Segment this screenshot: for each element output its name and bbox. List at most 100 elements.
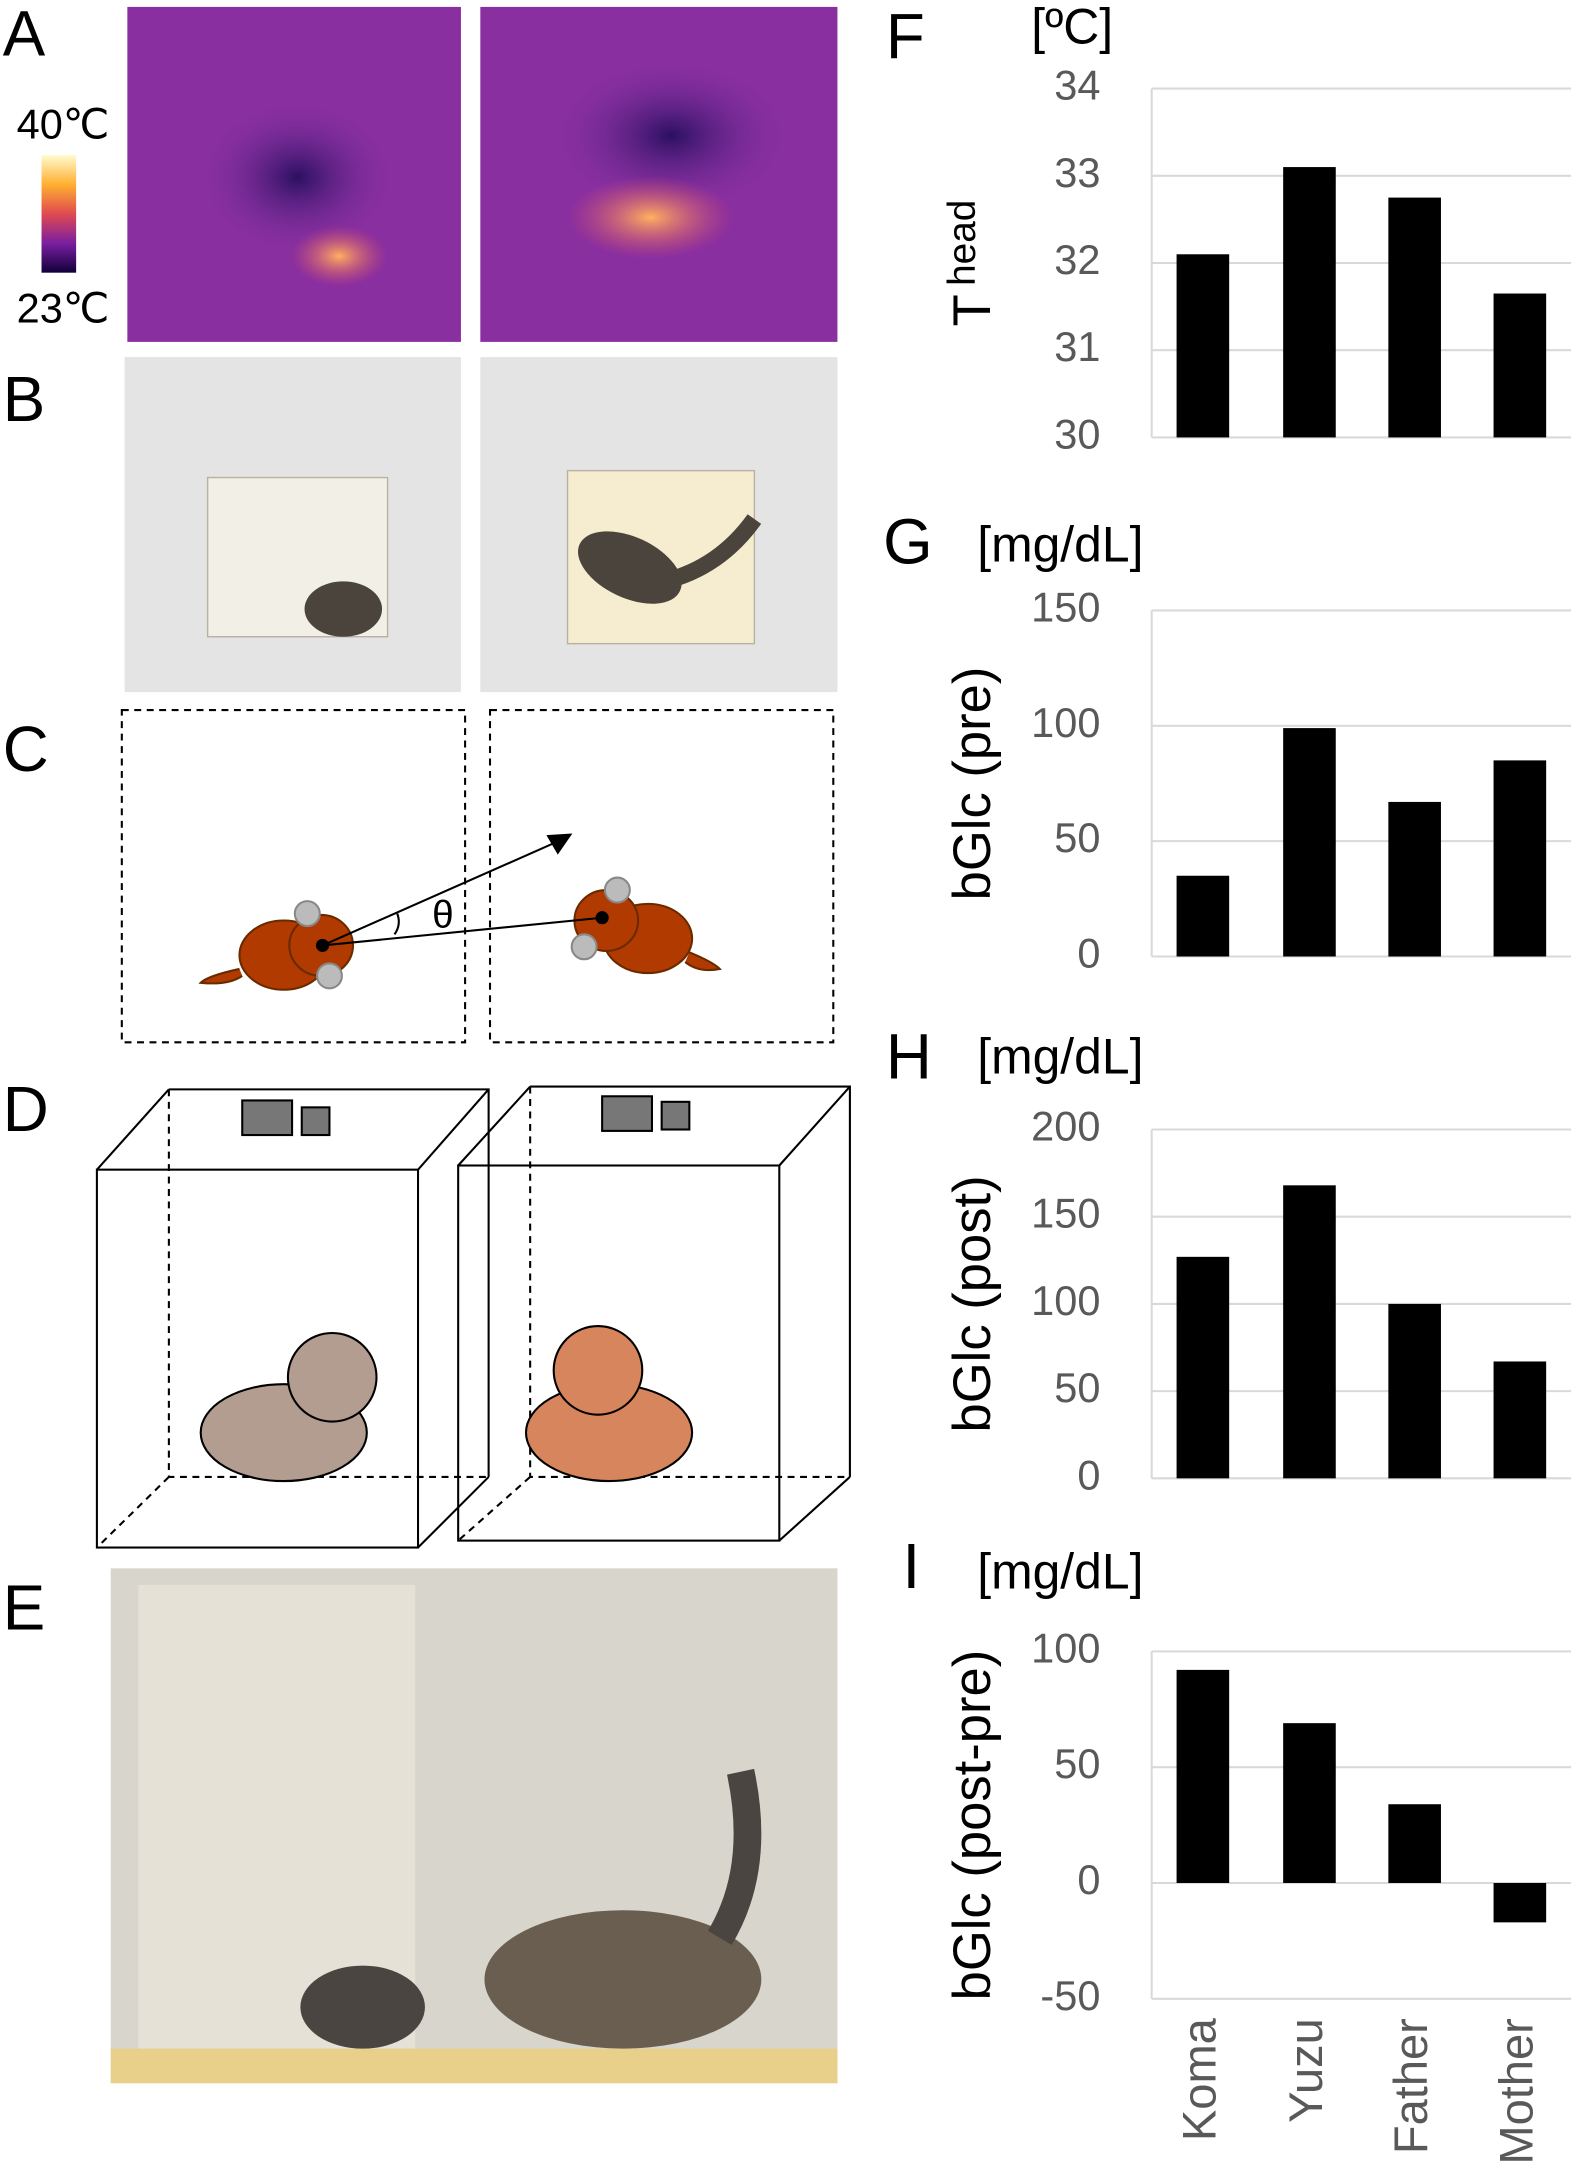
decoration — [96, 1088, 490, 1549]
y-tick-label: 50 — [1054, 1364, 1100, 1411]
decoration — [315, 962, 343, 990]
decoration — [300, 1965, 425, 2049]
y-tick-label: 150 — [1031, 1190, 1100, 1237]
y-tick-label: 30 — [1054, 410, 1100, 457]
y-tick-label: 100 — [1031, 699, 1100, 746]
unit-label: [mg/dL] — [977, 1543, 1143, 1599]
bar — [1176, 1669, 1230, 1883]
x-tick-label: Mother — [1489, 2018, 1542, 2164]
y-tick-label: -50 — [1040, 1972, 1100, 2019]
decoration — [293, 900, 321, 928]
decoration — [393, 913, 400, 935]
bar — [1388, 1303, 1441, 1479]
panel-e — [110, 1568, 838, 2084]
unit-label: [mg/dL] — [977, 516, 1143, 572]
decoration — [300, 1106, 331, 1137]
decoration — [286, 1331, 378, 1423]
panel-b — [124, 357, 838, 693]
panel-label: D — [3, 1074, 49, 1145]
decoration — [484, 1910, 762, 2049]
y-tick-label: 0 — [1077, 1856, 1100, 1903]
decoration — [457, 1085, 851, 1542]
y-axis-label-main: bGlc (post-pre) — [943, 1650, 1002, 2001]
bar — [1283, 728, 1336, 957]
panel-label: E — [3, 1572, 45, 1643]
y-tick-label: 33 — [1054, 149, 1100, 196]
bar — [1493, 1361, 1547, 1479]
y-tick-label: 0 — [1077, 929, 1100, 976]
decoration — [662, 514, 762, 590]
y-tick-label: 100 — [1031, 1277, 1100, 1324]
y-axis-label: bGlc (pre) — [943, 667, 1002, 901]
panel-label: G — [883, 507, 933, 578]
decoration — [660, 1100, 691, 1131]
decoration — [198, 967, 243, 985]
decoration — [603, 876, 631, 904]
panel-label: F — [886, 1, 925, 72]
decoration — [570, 933, 598, 961]
y-tick-label: 0 — [1077, 1451, 1100, 1498]
y-tick-label: 32 — [1054, 236, 1100, 283]
decoration — [553, 59, 789, 212]
decoration — [96, 1089, 489, 1549]
bar — [1283, 167, 1336, 438]
colorbar-min: 23℃ — [17, 284, 110, 331]
y-tick-label: 200 — [1031, 1102, 1100, 1149]
panel-label: B — [3, 364, 45, 435]
y-tick-label: 50 — [1054, 814, 1100, 861]
panel-a — [41, 6, 838, 342]
y-axis-label-main: T — [943, 294, 1002, 326]
decoration — [601, 1095, 654, 1132]
bar — [1388, 801, 1441, 957]
unit-label: [ºC] — [1031, 0, 1113, 55]
y-axis-label-main: bGlc (post) — [943, 1175, 1002, 1432]
y-tick-label: 150 — [1031, 583, 1100, 630]
bar — [1283, 1723, 1336, 1883]
angle-label: θ — [432, 894, 454, 937]
bar — [1176, 1256, 1230, 1479]
decoration — [120, 709, 467, 1044]
decoration — [567, 175, 734, 259]
decoration — [546, 833, 573, 855]
panel-d — [95, 1085, 851, 1549]
panel-label: H — [886, 1021, 932, 1092]
bar — [1388, 197, 1441, 438]
y-tick-label: 34 — [1054, 62, 1100, 109]
y-axis-label-sub: head — [941, 200, 984, 286]
colorbar-max: 40℃ — [17, 100, 110, 147]
decoration — [200, 101, 395, 254]
bar — [1283, 1185, 1336, 1479]
y-axis-label: Thead — [941, 200, 1002, 327]
y-tick-label: 31 — [1054, 323, 1100, 370]
x-tick-label: Father — [1384, 2018, 1437, 2154]
decoration — [41, 155, 77, 273]
decoration — [457, 1086, 850, 1542]
y-axis-label-main: bGlc (pre) — [943, 667, 1002, 901]
decoration — [322, 839, 562, 947]
decoration — [488, 709, 835, 1044]
decoration — [707, 1768, 762, 1946]
panel-label: I — [903, 1531, 921, 1602]
decoration — [290, 225, 388, 287]
bar — [1493, 760, 1547, 957]
decoration — [110, 2048, 838, 2084]
y-tick-label: 100 — [1031, 1624, 1100, 1671]
y-tick-label: 50 — [1054, 1740, 1100, 1787]
x-tick-label: Koma — [1172, 2017, 1225, 2141]
y-axis-label: bGlc (post) — [943, 1175, 1002, 1432]
decoration — [457, 1164, 781, 1542]
bar — [1176, 254, 1230, 438]
bar — [1176, 875, 1230, 957]
panel-c — [120, 709, 835, 1044]
decoration — [552, 1325, 644, 1416]
decoration — [322, 916, 603, 947]
decoration — [578, 531, 682, 604]
decoration — [241, 1099, 294, 1137]
panel-label: A — [3, 0, 46, 70]
bar — [1493, 293, 1547, 438]
x-tick-label: Yuzu — [1279, 2018, 1332, 2123]
decoration — [304, 581, 383, 637]
y-axis-label: bGlc (post-pre) — [943, 1650, 1002, 2001]
